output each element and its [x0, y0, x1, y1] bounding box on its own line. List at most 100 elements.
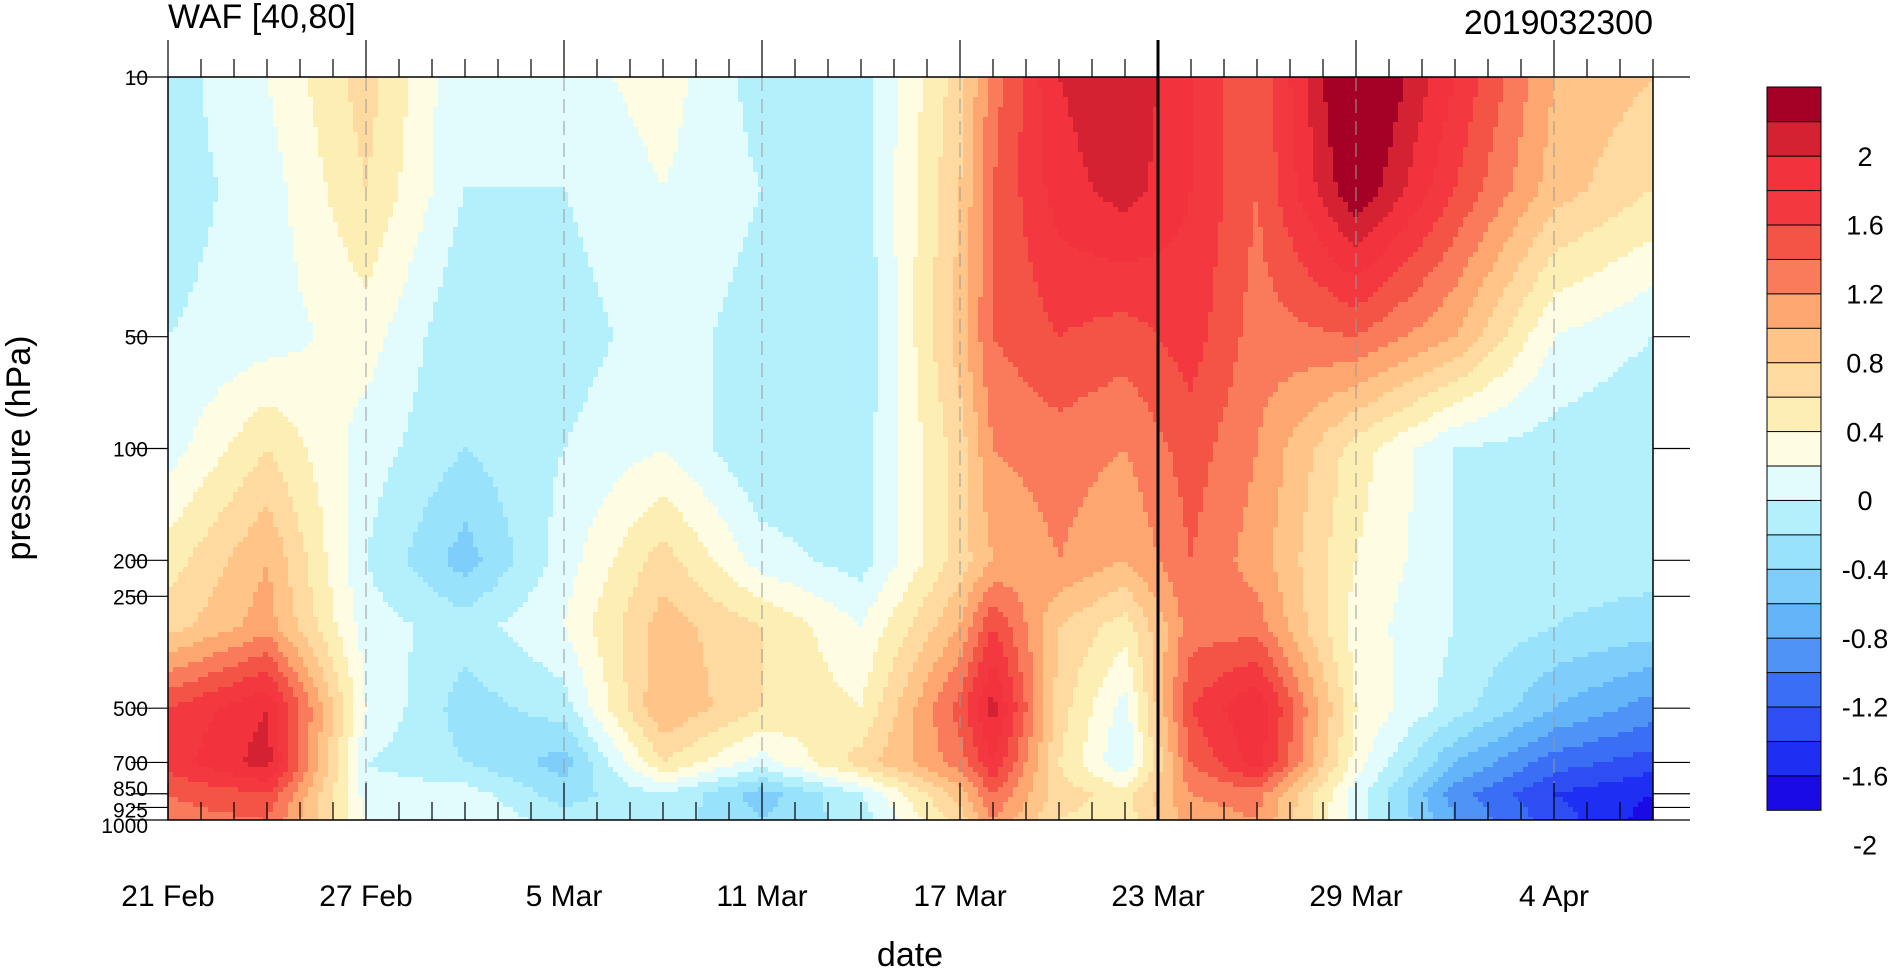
field-cell [198, 87, 204, 93]
field-cell [1518, 77, 1524, 83]
field-cell [618, 97, 624, 103]
field-cell [173, 117, 179, 123]
field-cell [403, 92, 409, 98]
field-cell [978, 112, 984, 118]
field-cell [983, 92, 989, 98]
field-cell [1148, 107, 1154, 113]
field-cell [403, 97, 409, 103]
field-cell [248, 82, 254, 88]
field-cell [618, 82, 624, 88]
field-cell [1533, 117, 1539, 123]
field-cell [1613, 112, 1619, 118]
field-cell [493, 97, 499, 103]
field-cell [1228, 112, 1234, 118]
field-cell [518, 97, 524, 103]
field-cell [383, 112, 389, 118]
field-cell [1453, 82, 1459, 88]
field-cell [1478, 97, 1484, 103]
field-cell [728, 97, 734, 103]
field-cell [298, 102, 304, 108]
field-cell [563, 92, 569, 98]
field-cell [618, 122, 624, 128]
field-cell [243, 127, 249, 133]
field-cell [1093, 77, 1099, 83]
field-cell [893, 87, 899, 93]
field-cell [718, 77, 724, 83]
field-cell [278, 117, 284, 123]
field-cell [1073, 82, 1079, 88]
field-cell [1048, 77, 1054, 83]
field-cell [358, 82, 364, 88]
field-cell [1313, 92, 1319, 98]
field-cell [1313, 97, 1319, 103]
field-cell [1613, 87, 1619, 93]
field-cell [803, 127, 809, 133]
field-cell [1083, 92, 1089, 98]
field-cell [1348, 102, 1354, 108]
field-cell [1168, 97, 1174, 103]
field-cell [243, 77, 249, 83]
field-cell [1358, 107, 1364, 113]
field-cell [448, 82, 454, 88]
field-cell [408, 112, 414, 118]
field-cell [1318, 92, 1324, 98]
field-cell [1373, 122, 1379, 128]
field-cell [1223, 97, 1229, 103]
field-cell [1433, 102, 1439, 108]
field-cell [1123, 107, 1129, 113]
field-cell [573, 97, 579, 103]
field-cell [593, 92, 599, 98]
field-cell [868, 112, 874, 118]
field-cell [1543, 82, 1549, 88]
field-cell [1208, 77, 1214, 83]
field-cell [1233, 107, 1239, 113]
field-cell [633, 102, 639, 108]
field-cell [1608, 97, 1614, 103]
field-cell [293, 87, 299, 93]
field-cell [908, 117, 914, 123]
field-cell [1508, 82, 1514, 88]
field-cell [673, 107, 679, 113]
field-cell [993, 82, 999, 88]
field-cell [248, 87, 254, 93]
field-cell [618, 117, 624, 123]
field-cell [1238, 112, 1244, 118]
field-cell [1483, 122, 1489, 128]
field-cell [468, 107, 474, 113]
field-cell [1518, 102, 1524, 108]
field-cell [483, 112, 489, 118]
field-cell [263, 107, 269, 113]
field-cell [553, 122, 559, 128]
field-cell [418, 82, 424, 88]
field-cell [1598, 117, 1604, 123]
field-cell [963, 97, 969, 103]
field-cell [943, 97, 949, 103]
field-cell [1308, 117, 1314, 123]
field-cell [398, 117, 404, 123]
field-cell [398, 82, 404, 88]
field-cell [1538, 97, 1544, 103]
field-cell [738, 87, 744, 93]
field-cell [808, 117, 814, 123]
field-cell [1333, 82, 1339, 88]
field-cell [1283, 117, 1289, 123]
field-cell [513, 97, 519, 103]
field-cell [538, 117, 544, 123]
field-cell [343, 117, 349, 123]
field-cell [1253, 92, 1259, 98]
field-cell [228, 77, 234, 83]
field-cell [458, 102, 464, 108]
field-cell [773, 127, 779, 133]
field-cell [503, 122, 509, 128]
field-cell [1563, 102, 1569, 108]
field-cell [718, 107, 724, 113]
field-cell [218, 107, 224, 113]
field-cell [343, 107, 349, 113]
field-cell [883, 102, 889, 108]
field-cell [1318, 107, 1324, 113]
field-cell [1288, 122, 1294, 128]
field-cell [983, 117, 989, 123]
field-cell [1228, 102, 1234, 108]
field-cell [1413, 112, 1419, 118]
field-cell [728, 77, 734, 83]
